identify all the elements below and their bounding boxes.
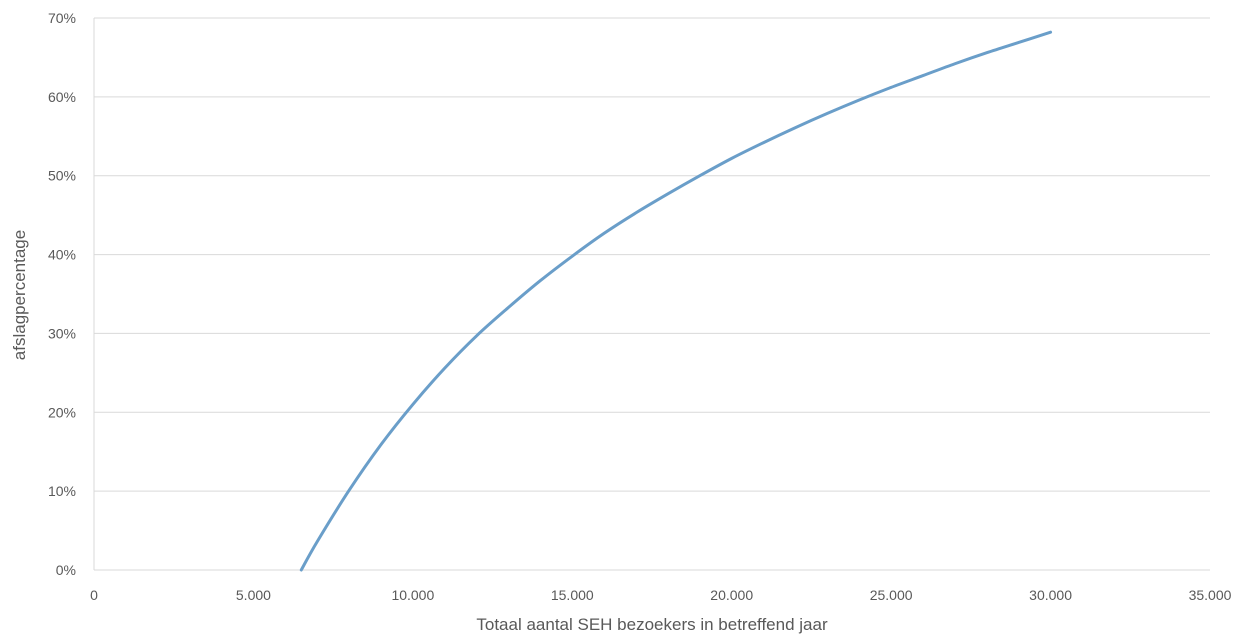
y-tick-label: 10% [48, 483, 76, 499]
x-axis-title: Totaal aantal SEH bezoekers in betreffen… [476, 615, 828, 634]
y-tick-label: 40% [48, 247, 76, 263]
x-tick-label: 0 [90, 587, 98, 603]
x-tick-label: 20.000 [710, 587, 753, 603]
y-tick-label: 30% [48, 325, 76, 341]
x-tick-label: 10.000 [391, 587, 434, 603]
x-tick-label: 30.000 [1029, 587, 1072, 603]
x-tick-labels: 0 5.000 10.000 15.000 20.000 25.000 30.000 35.0… [90, 587, 1232, 603]
y-tick-label: 0% [56, 562, 76, 578]
x-tick-label: 25.000 [870, 587, 913, 603]
series-layer [299, 30, 1053, 572]
y-tick-label: 60% [48, 89, 76, 105]
y-tick-label: 20% [48, 404, 76, 420]
x-tick-label: 5.000 [236, 587, 271, 603]
x-tick-label: 35.000 [1189, 587, 1232, 603]
series-line [299, 30, 1053, 572]
y-axis-title: afslagpercentage [10, 230, 29, 360]
x-tick-label: 15.000 [551, 587, 594, 603]
y-tick-label: 70% [48, 10, 76, 26]
y-tick-label: 50% [48, 168, 76, 184]
axes [93, 18, 1210, 571]
gridlines [94, 17, 1210, 492]
y-tick-labels: 0% 10% 20% 30% 40% 50% 60% 70% [48, 10, 76, 578]
